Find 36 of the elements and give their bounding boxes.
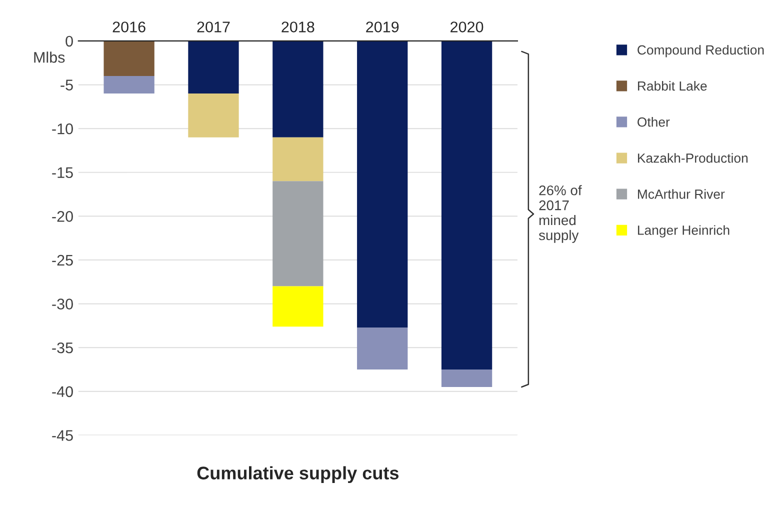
legend-label: Langer Heinrich <box>638 225 730 238</box>
legend-label: Other <box>638 117 670 127</box>
bar <box>272 137 324 182</box>
bar <box>104 40 154 76</box>
bar <box>441 40 492 370</box>
y-tick-label: -45 <box>52 430 73 441</box>
bar <box>272 40 324 138</box>
y-tick-label: -30 <box>52 298 73 310</box>
bar <box>188 94 239 138</box>
x-tick-label: 2019 <box>366 22 399 32</box>
x-tick-label: 2017 <box>197 22 230 32</box>
y-tick-label: -35 <box>52 342 73 354</box>
y-axis-title: Mlbs <box>34 52 65 63</box>
bar <box>104 76 154 94</box>
x-tick-label: 2016 <box>112 22 146 32</box>
bar <box>441 369 492 388</box>
y-tick-label: -25 <box>52 254 73 266</box>
y-tick-label: 0 <box>66 36 73 47</box>
y-tick-label: -5 <box>60 80 73 90</box>
x-tick-label: 2018 <box>282 22 314 32</box>
bar <box>272 286 324 327</box>
bar <box>357 327 408 370</box>
y-tick-label: -15 <box>52 167 73 178</box>
legend-label: Compound Reduction <box>638 44 764 58</box>
bar <box>188 40 239 94</box>
x-tick-label: 2020 <box>450 22 484 32</box>
legend-label: Rabbit Lake <box>638 81 707 91</box>
y-tick-label: -40 <box>52 386 73 398</box>
y-tick-label: -20 <box>52 211 73 222</box>
y-tick-label: -10 <box>52 123 73 134</box>
text: 26% of 2017 mined supply <box>538 185 582 243</box>
bar <box>357 40 408 328</box>
legend-label: McArthur River <box>638 189 725 199</box>
text: Cumulative supply cuts <box>197 466 399 484</box>
legend-label: Kazakh-Production <box>638 153 748 163</box>
bar <box>272 181 324 286</box>
